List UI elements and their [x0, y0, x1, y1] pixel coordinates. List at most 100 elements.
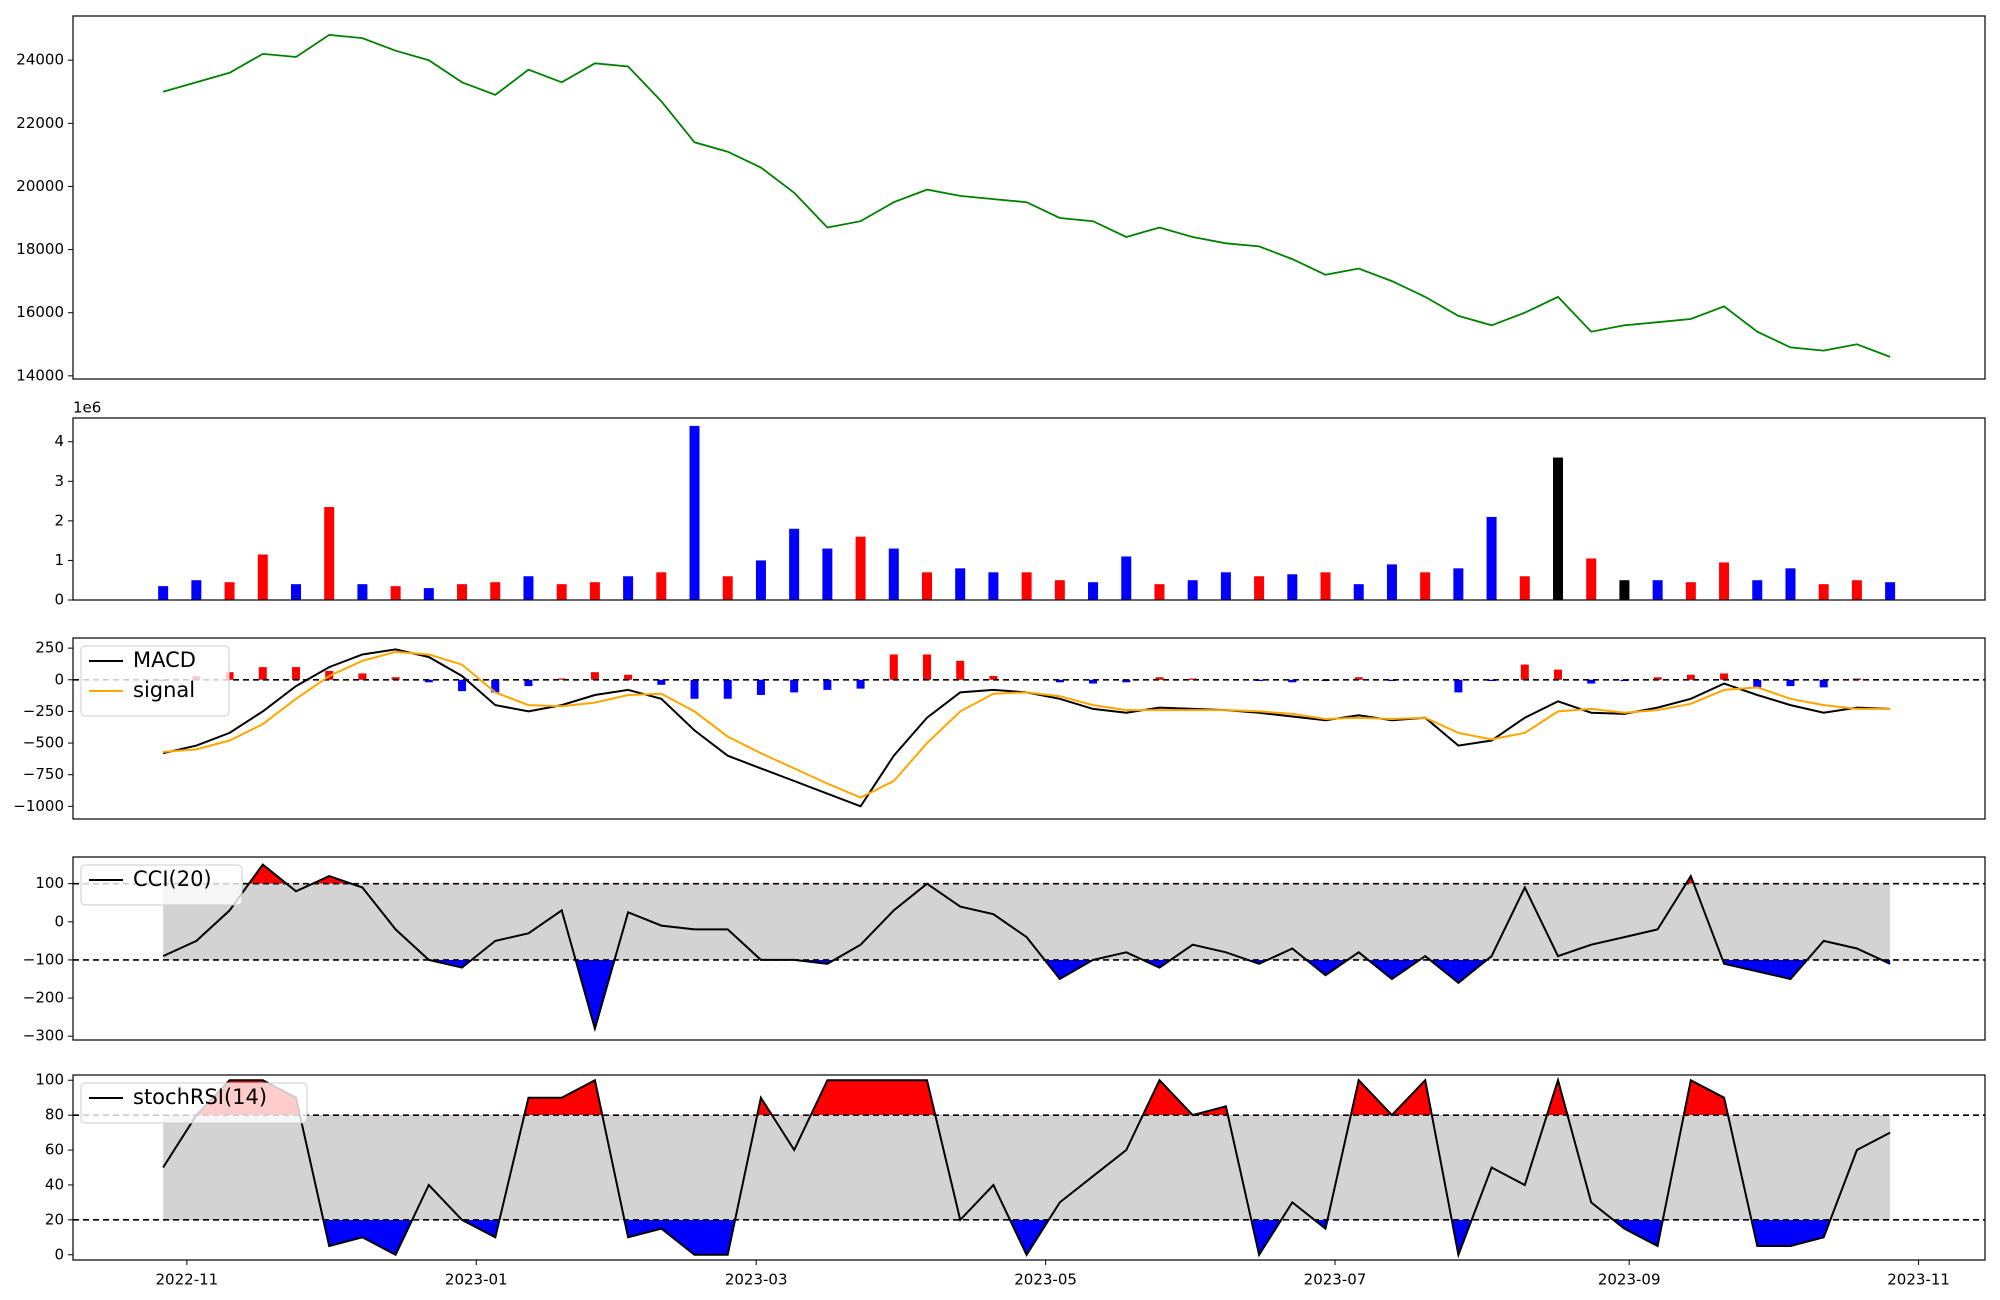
indicator-line — [163, 650, 1891, 799]
neutral-band — [163, 1115, 1891, 1220]
y-tick-label: 14000 — [16, 366, 64, 384]
y-tick-label: 4 — [54, 432, 64, 450]
volume-bar — [855, 536, 866, 600]
y-tick-label: 100 — [35, 874, 64, 892]
volume-bar — [1254, 576, 1265, 600]
indicator-line — [162, 1076, 1891, 1259]
histogram-bar — [458, 679, 467, 692]
y-tick-label: −500 — [23, 734, 64, 752]
histogram-bar — [391, 677, 400, 680]
volume-bar — [1586, 558, 1597, 600]
panel-frame — [72, 1074, 1986, 1261]
volume-bar — [955, 568, 966, 600]
y-tick-label: 24000 — [16, 51, 64, 69]
volume-bar — [689, 425, 700, 600]
panel-frame — [72, 15, 1986, 380]
volume-bar — [1420, 572, 1431, 600]
volume-bar — [390, 586, 401, 600]
histogram-bar — [1653, 677, 1662, 680]
price-line — [162, 33, 1891, 358]
volume-bar — [423, 588, 434, 600]
volume-bar — [1021, 572, 1032, 600]
volume-bar — [357, 584, 368, 600]
legend-label: CCI(20) — [133, 867, 212, 891]
volume-bar — [257, 554, 268, 600]
extreme-fill — [163, 959, 1891, 1029]
histogram-bar — [1520, 664, 1529, 680]
legend-label: MACD — [133, 648, 196, 672]
histogram-bar — [756, 679, 765, 695]
histogram-bar — [1819, 679, 1828, 688]
histogram-bar — [557, 678, 566, 680]
y-tick-label: 0 — [54, 912, 64, 930]
y-tick-label: −250 — [23, 702, 64, 720]
volume-bar — [1486, 516, 1497, 600]
y-tick-label: 0 — [54, 591, 64, 609]
x-tick-label: 2023-01 — [445, 1271, 508, 1289]
histogram-bar — [291, 667, 300, 680]
offset-label: 1e6 — [73, 399, 101, 417]
volume-bar — [158, 586, 169, 600]
histogram-bar — [956, 660, 965, 680]
volume-bar — [1785, 568, 1796, 600]
x-tick-label: 2023-07 — [1304, 1271, 1367, 1289]
histogram-bar — [225, 672, 234, 680]
volume-bar — [523, 576, 534, 600]
histogram-bar — [1720, 673, 1729, 680]
volume-bar — [1885, 582, 1896, 600]
x-tick-label: 2022-11 — [156, 1271, 219, 1289]
volume-bar — [1121, 556, 1132, 600]
volume-bar — [1088, 582, 1099, 600]
x-tick-label: 2023-09 — [1598, 1271, 1661, 1289]
volume-bar — [1519, 576, 1530, 600]
volume-bar — [1353, 584, 1364, 600]
histogram-bar — [358, 673, 367, 680]
histogram-bar — [1055, 679, 1064, 683]
y-tick-label: 80 — [45, 1106, 64, 1124]
volume-bar — [1154, 584, 1165, 600]
volume-bar — [324, 507, 335, 600]
y-tick-label: 40 — [45, 1175, 64, 1193]
volume-bar — [1553, 457, 1564, 600]
volume-bar — [1320, 572, 1331, 600]
histogram-bar — [1387, 679, 1396, 682]
volume-bar — [822, 548, 833, 600]
y-tick-label: 18000 — [16, 240, 64, 258]
y-tick-label: 100 — [35, 1071, 64, 1089]
volume-bar — [1719, 562, 1730, 600]
legend-label: stochRSI(14) — [133, 1085, 267, 1109]
volume-bar — [457, 584, 468, 600]
volume-bar — [789, 528, 800, 600]
histogram-bar — [1089, 679, 1098, 684]
legend-box — [80, 864, 243, 906]
y-tick-label: 0 — [54, 1245, 64, 1263]
y-tick-label: 0 — [54, 670, 64, 688]
y-tick-label: 3 — [54, 472, 64, 490]
x-tick-label: 2023-11 — [1887, 1271, 1950, 1289]
histogram-bar — [424, 679, 433, 683]
y-tick-label: 60 — [45, 1141, 64, 1159]
histogram-bar — [1686, 674, 1695, 680]
indicator-line — [162, 863, 1891, 1033]
extreme-fill — [163, 1080, 1891, 1116]
volume-bar — [1220, 572, 1231, 600]
panel-frame — [72, 417, 1986, 601]
histogram-bar — [590, 672, 599, 680]
histogram-bar — [1487, 679, 1496, 682]
panel-frame — [72, 856, 1986, 1041]
histogram-bar — [1786, 679, 1795, 687]
volume-bar — [1187, 580, 1198, 600]
histogram-bar — [624, 674, 633, 680]
y-tick-label: 250 — [35, 639, 64, 657]
volume-bar — [224, 582, 235, 600]
y-tick-label: 16000 — [16, 303, 64, 321]
y-tick-label: 20000 — [16, 177, 64, 195]
y-tick-label: 1 — [54, 551, 64, 569]
extreme-fill — [163, 1219, 1891, 1255]
panel-frame — [72, 637, 1986, 820]
volume-bar — [1818, 584, 1829, 600]
histogram-bar — [1188, 678, 1197, 680]
histogram-bar — [258, 667, 267, 680]
volume-bar — [722, 576, 733, 600]
histogram-bar — [1122, 679, 1131, 683]
